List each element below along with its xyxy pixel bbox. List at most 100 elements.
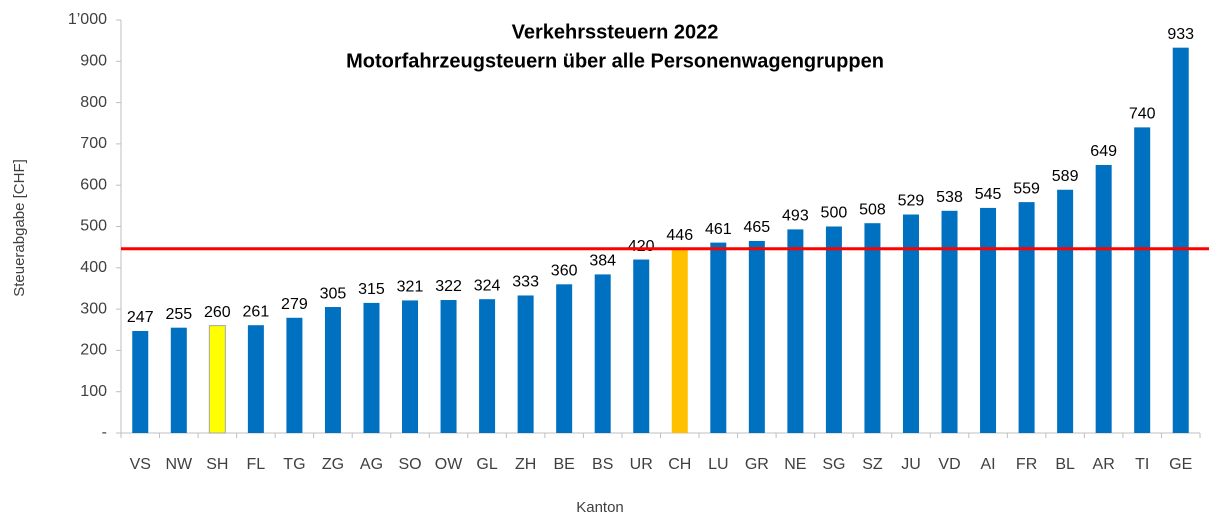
- value-label: 465: [743, 219, 770, 236]
- value-label: 321: [397, 279, 424, 296]
- x-tick-label: ZH: [515, 456, 536, 473]
- value-label: 538: [936, 189, 963, 206]
- bar: [440, 300, 457, 433]
- bar: [1134, 127, 1151, 433]
- value-label: 324: [474, 277, 501, 294]
- x-tick-label: GE: [1169, 456, 1192, 473]
- x-tick-label: SH: [206, 456, 228, 473]
- y-tick-label: 1’000: [68, 11, 107, 28]
- value-label: 500: [821, 205, 848, 222]
- bar: [902, 214, 919, 433]
- y-tick-label: 800: [80, 94, 107, 111]
- y-tick-label: 400: [80, 259, 107, 276]
- value-label: 508: [859, 201, 886, 218]
- value-label: 545: [975, 186, 1002, 203]
- value-label: 384: [589, 253, 616, 270]
- value-label: 649: [1090, 143, 1117, 160]
- value-label: 261: [243, 303, 270, 320]
- bar: [671, 248, 688, 433]
- value-label: 559: [1013, 180, 1040, 197]
- value-label: 305: [320, 285, 347, 302]
- value-label: 740: [1129, 106, 1156, 123]
- bar: [556, 284, 573, 433]
- value-label: 315: [358, 281, 385, 298]
- bar: [787, 229, 804, 433]
- bar: [1018, 202, 1035, 433]
- x-axis-label: Kanton: [576, 499, 624, 516]
- bar: [980, 207, 997, 433]
- x-tick-label: AI: [980, 456, 995, 473]
- bar: [170, 327, 187, 433]
- bar: [208, 325, 226, 434]
- bar: [402, 300, 419, 433]
- value-label: 333: [512, 274, 539, 291]
- bar: [363, 302, 380, 433]
- y-tick-label: 900: [80, 53, 107, 70]
- y-tick-label: 700: [80, 135, 107, 152]
- bar: [825, 226, 842, 433]
- x-tick-label: UR: [630, 456, 653, 473]
- value-label: 461: [705, 221, 732, 238]
- bar: [286, 317, 303, 433]
- x-tick-label: VS: [130, 456, 151, 473]
- chart-title: Verkehrssteuern 2022: [512, 21, 719, 43]
- x-tick-label: BE: [553, 456, 574, 473]
- y-tick-label: -: [102, 424, 107, 441]
- bar: [594, 274, 611, 433]
- x-tick-label: NE: [784, 456, 806, 473]
- bar: [1057, 189, 1074, 433]
- bar: [324, 307, 341, 433]
- bar: [941, 210, 958, 433]
- bar: [748, 240, 765, 433]
- value-label: 260: [204, 304, 231, 321]
- bar: [710, 242, 727, 433]
- value-label: 589: [1052, 168, 1079, 185]
- y-tick-label: 200: [80, 342, 107, 359]
- y-tick-label: 300: [80, 300, 107, 317]
- x-tick-label: ZG: [322, 456, 344, 473]
- x-tick-label: JU: [901, 456, 921, 473]
- bar: [864, 223, 881, 433]
- x-tick-label: TI: [1135, 456, 1149, 473]
- value-label: 247: [127, 309, 154, 326]
- x-tick-label: NW: [165, 456, 193, 473]
- bar: [1095, 164, 1112, 433]
- x-tick-label: SO: [398, 456, 421, 473]
- bar: [132, 330, 149, 433]
- y-tick-label: 600: [80, 176, 107, 193]
- value-label: 933: [1167, 26, 1194, 43]
- y-tick-label: 100: [80, 383, 107, 400]
- value-label: 279: [281, 296, 308, 313]
- x-tick-label: AR: [1093, 456, 1115, 473]
- bar: [479, 299, 496, 433]
- chart-subtitle: Motorfahrzeugsteuern über alle Personenw…: [346, 50, 884, 72]
- x-tick-label: FR: [1016, 456, 1037, 473]
- x-tick-label: SZ: [862, 456, 883, 473]
- value-label: 529: [898, 193, 925, 210]
- x-tick-label: OW: [435, 456, 463, 473]
- x-tick-label: GR: [745, 456, 769, 473]
- x-tick-label: CH: [668, 456, 691, 473]
- x-tick-label: GL: [476, 456, 497, 473]
- value-label: 446: [666, 227, 693, 244]
- x-tick-label: FL: [247, 456, 266, 473]
- value-label: 322: [435, 278, 462, 295]
- x-tick-label: LU: [708, 456, 728, 473]
- x-tick-label: BL: [1055, 456, 1075, 473]
- y-axis-label: Steuerabgabe [CHF]: [11, 159, 28, 297]
- bar: [517, 295, 534, 433]
- value-label: 255: [165, 306, 192, 323]
- x-tick-label: TG: [283, 456, 305, 473]
- value-label: 420: [628, 238, 655, 255]
- bar: [633, 259, 650, 433]
- x-tick-label: VD: [938, 456, 960, 473]
- x-tick-label: AG: [360, 456, 383, 473]
- bar: [1172, 47, 1189, 434]
- y-tick-label: 500: [80, 218, 107, 235]
- bar: [247, 325, 264, 433]
- value-label: 493: [782, 208, 809, 225]
- value-label: 360: [551, 263, 578, 280]
- x-tick-label: BS: [592, 456, 613, 473]
- x-tick-label: SG: [822, 456, 845, 473]
